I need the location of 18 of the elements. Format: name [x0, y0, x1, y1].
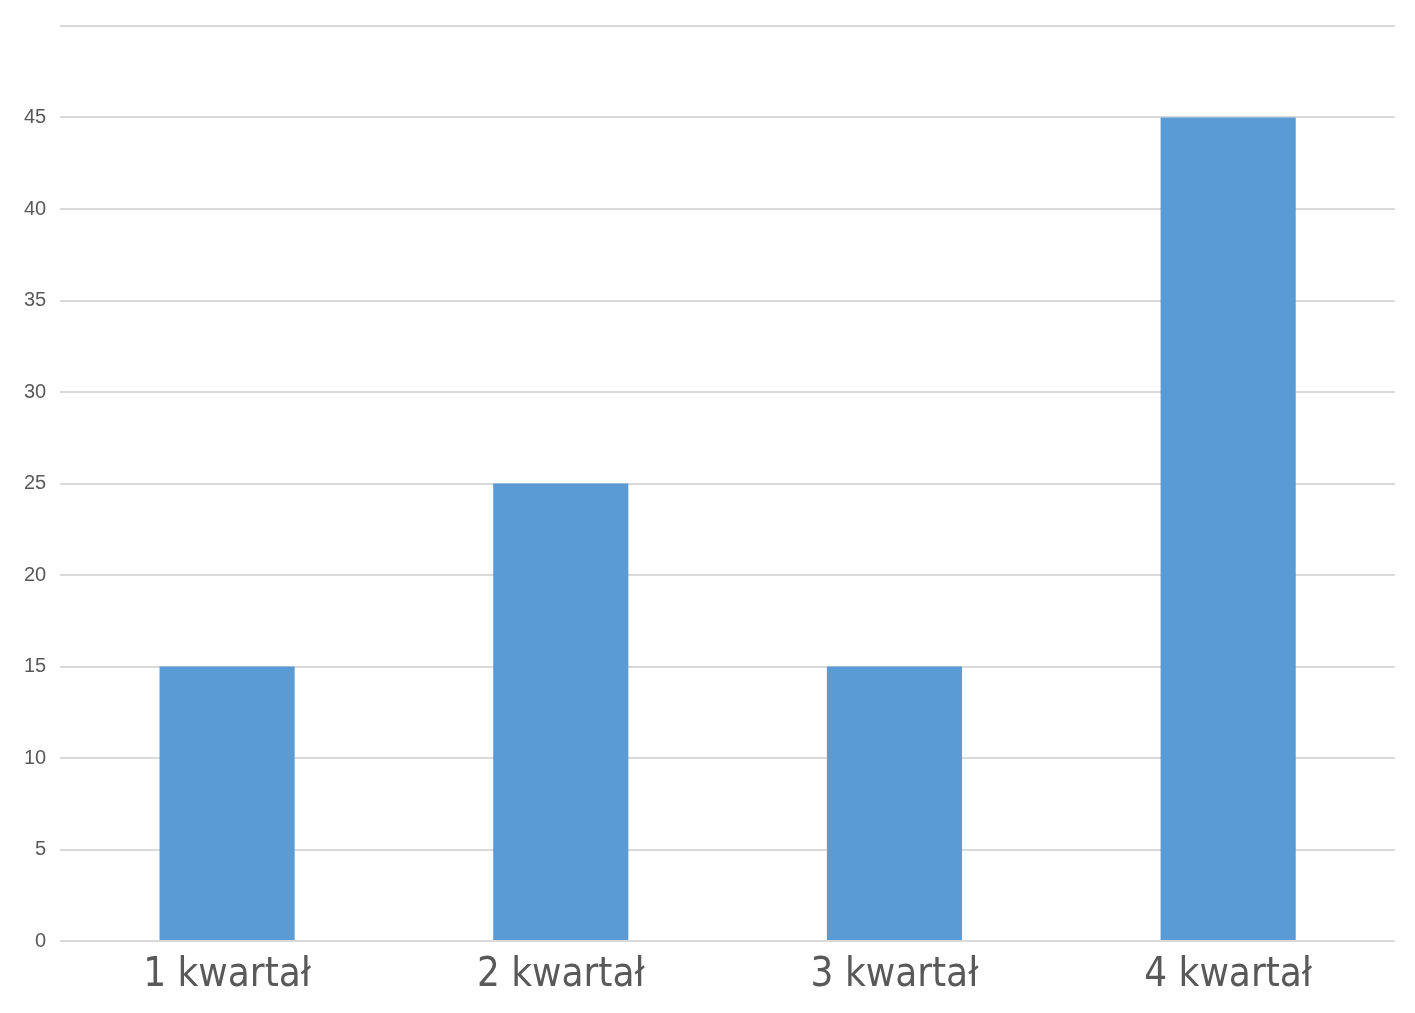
y-tick-label: 25 [24, 471, 47, 494]
x-tick-label: 3 kwartał [810, 949, 980, 996]
bar [159, 666, 295, 940]
bar [826, 666, 963, 940]
x-tick-label: 2 kwartał [476, 949, 646, 996]
y-tick-label: 30 [24, 379, 47, 402]
x-tick-label: 1 kwartał [143, 949, 312, 996]
y-tick-label: 40 [24, 196, 47, 219]
x-tick-label: 4 kwartał [1144, 949, 1313, 996]
y-tick-label: 20 [24, 562, 47, 585]
y-tick-label: 10 [24, 745, 47, 768]
y-tick-label: 35 [24, 288, 47, 311]
y-tick-label: 5 [35, 837, 47, 860]
bar [1160, 117, 1296, 940]
y-tick-label: 0 [35, 928, 47, 951]
bar [493, 483, 629, 940]
y-tick-label: 45 [24, 105, 47, 128]
y-tick-label: 15 [24, 654, 47, 677]
